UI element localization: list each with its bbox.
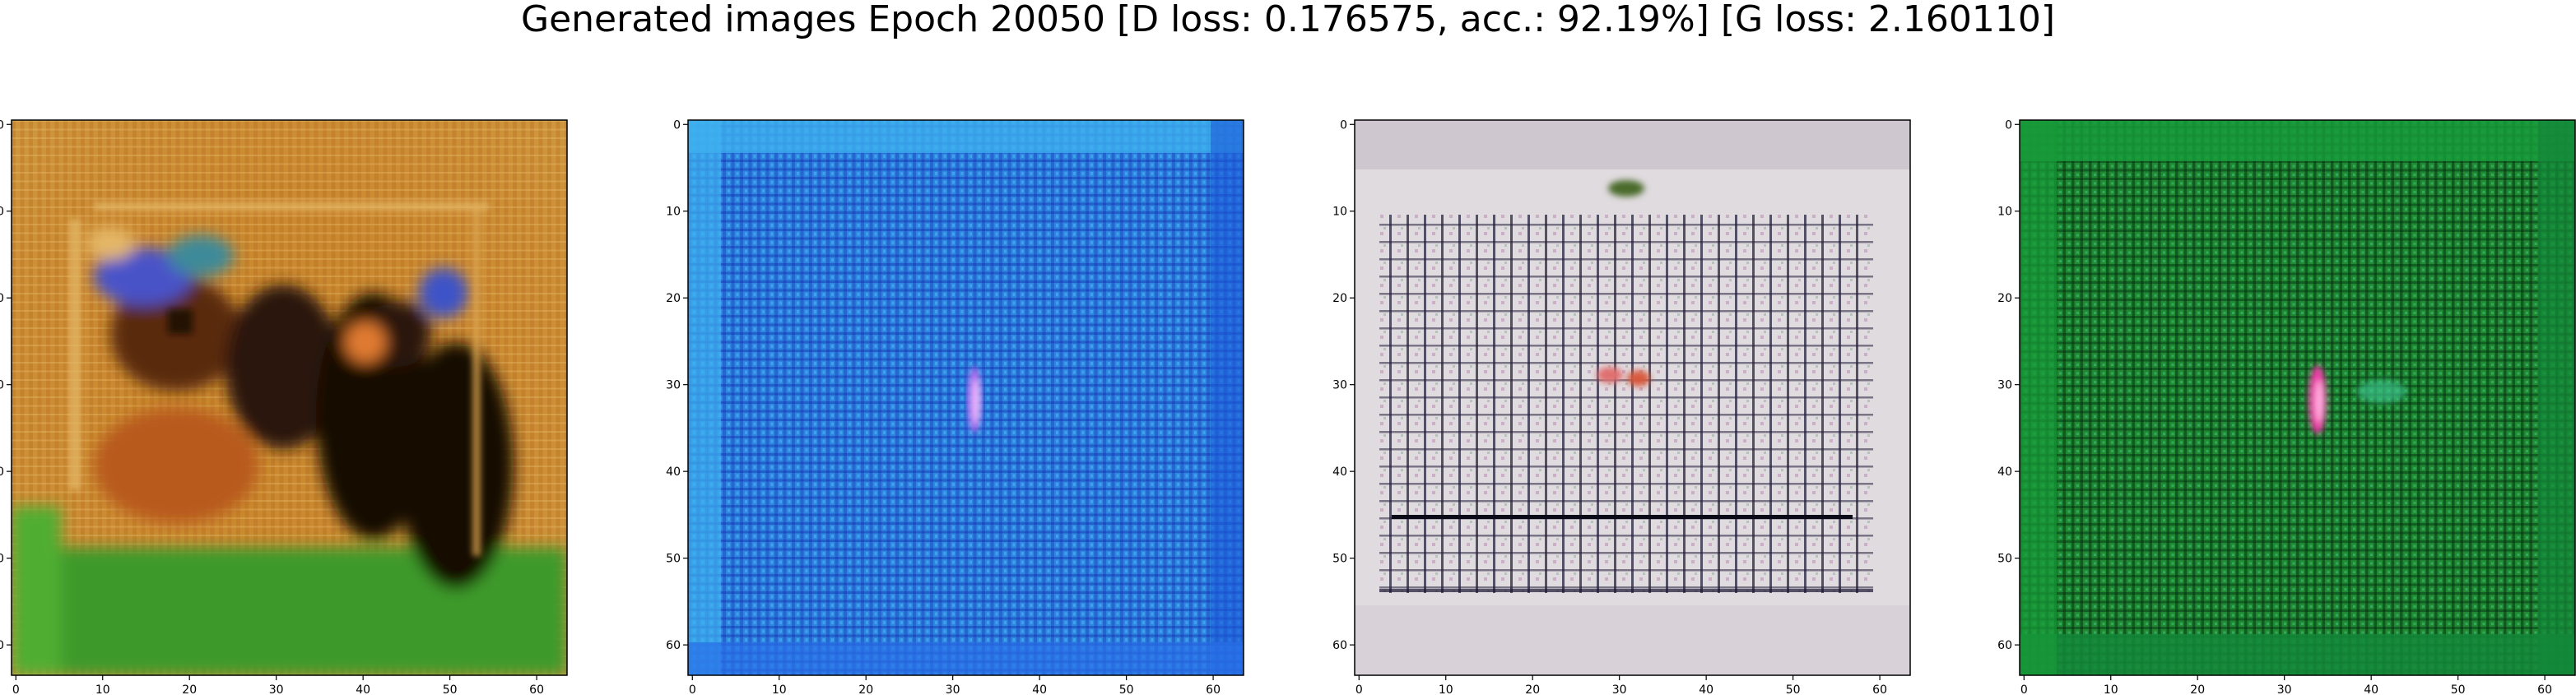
- panel-3-ytick-label: 60: [1332, 639, 1347, 652]
- panel-4-ytick-label: 10: [1997, 206, 2012, 219]
- panel-2-ytick-label: 60: [666, 639, 681, 652]
- panel-1-y-axis: 0 10 20 30 40 50 60: [0, 118, 12, 652]
- panel-1-xtick-label: 30: [269, 683, 284, 695]
- panel-2-ytick-label: 50: [666, 553, 681, 566]
- panel-1-ytick-label: 60: [0, 639, 4, 652]
- panel-3-ytick-label: 50: [1332, 553, 1347, 566]
- panel-4-xtick-label: 60: [2537, 683, 2552, 695]
- panel-3-xtick-label: 60: [1872, 683, 1887, 695]
- panel-4-xtick-label: 0: [2020, 683, 2028, 695]
- panel-3-xtick-label: 30: [1612, 683, 1627, 695]
- panel-4-y-axis: 0 10 20 30 40 50 60: [1997, 118, 2020, 652]
- panel-2-image: [688, 120, 1244, 675]
- panel-4-ytick-label: 50: [1997, 553, 2012, 566]
- panel-4-frame: [2019, 119, 2576, 676]
- panel-2-xtick-label: 50: [1119, 683, 1134, 695]
- panel-2-ytick-label: 40: [666, 466, 681, 479]
- panel-3-xtick-label: 50: [1786, 683, 1801, 695]
- panel-2-xtick-label: 60: [1206, 683, 1221, 695]
- panel-4-ytick-label: 20: [1997, 292, 2012, 305]
- panel-3-xtick-label: 40: [1699, 683, 1713, 695]
- panel-1-ytick-label: 20: [0, 292, 4, 305]
- panel-2-xtick-label: 30: [946, 683, 960, 695]
- panel-3-ytick-label: 10: [1332, 206, 1347, 219]
- panel-2-ytick-label: 0: [673, 118, 681, 132]
- panel-2-ytick-label: 30: [666, 379, 681, 392]
- panel-4-xtick-label: 40: [2364, 683, 2378, 695]
- panel-3: 0 10 20 30 40 50 60 0 10 20 30 40 50 60: [1332, 118, 1911, 695]
- panel-2-xtick-label: 10: [772, 683, 787, 695]
- panel-1-ytick-label: 30: [0, 379, 4, 392]
- panel-1-ytick-label: 40: [0, 466, 4, 479]
- panel-2-ytick-label: 20: [666, 292, 681, 305]
- panel-2: 0 10 20 30 40 50 60 0 10 20 30 40 50 60: [666, 118, 1244, 695]
- panel-1-ytick-label: 0: [0, 118, 4, 132]
- panel-1-xtick-label: 60: [529, 683, 544, 695]
- figure-title: Generated images Epoch 20050 [D loss: 0.…: [520, 0, 2056, 40]
- panel-4-x-axis: 0 10 20 30 40 50 60: [2020, 675, 2552, 695]
- panel-4-image: [2020, 120, 2575, 675]
- panel-2-x-axis: 0 10 20 30 40 50 60: [689, 675, 1221, 695]
- panel-3-xtick-label: 0: [1355, 683, 1363, 695]
- panel-4-ytick-label: 0: [2005, 118, 2012, 132]
- panel-1-xtick-label: 10: [95, 683, 110, 695]
- panel-4-xtick-label: 10: [2104, 683, 2118, 695]
- panel-4-ytick-label: 60: [1997, 639, 2012, 652]
- panel-1: 0 10 20 30 40 50 60 0 10 20 30 40 50 60: [0, 118, 568, 695]
- panel-4-xtick-label: 30: [2277, 683, 2292, 695]
- panel-2-ytick-label: 10: [666, 206, 681, 219]
- panel-1-frame: [11, 119, 568, 676]
- panel-4-xtick-label: 20: [2190, 683, 2205, 695]
- panel-2-xtick-label: 0: [689, 683, 696, 695]
- panel-1-x-axis: 0 10 20 30 40 50 60: [12, 675, 544, 695]
- panel-3-frame: [1354, 119, 1911, 676]
- panel-2-xtick-label: 20: [858, 683, 873, 695]
- panel-1-ytick-label: 10: [0, 206, 4, 219]
- panel-3-ytick-label: 20: [1332, 292, 1347, 305]
- panel-4: 0 10 20 30 40 50 60 0 10 20 30 40 50 60: [1997, 118, 2576, 695]
- panel-3-ytick-label: 0: [1340, 118, 1347, 132]
- panel-1-ytick-label: 50: [0, 553, 4, 566]
- panel-4-ytick-label: 40: [1997, 466, 2012, 479]
- panel-3-ytick-label: 30: [1332, 379, 1347, 392]
- panel-3-x-axis: 0 10 20 30 40 50 60: [1355, 675, 1887, 695]
- panel-1-image: [12, 120, 567, 675]
- panel-1-xtick-label: 20: [182, 683, 197, 695]
- panel-3-y-axis: 0 10 20 30 40 50 60: [1332, 118, 1355, 652]
- panel-1-xtick-label: 50: [443, 683, 458, 695]
- panel-4-ytick-label: 30: [1997, 379, 2012, 392]
- panel-1-xtick-label: 0: [12, 683, 20, 695]
- panel-3-xtick-label: 20: [1525, 683, 1540, 695]
- panel-2-xtick-label: 40: [1032, 683, 1047, 695]
- panel-3-image: [1355, 120, 1910, 675]
- panel-3-ytick-label: 40: [1332, 466, 1347, 479]
- panel-1-xtick-label: 40: [356, 683, 370, 695]
- panel-3-xtick-label: 10: [1439, 683, 1453, 695]
- panel-2-y-axis: 0 10 20 30 40 50 60: [666, 118, 688, 652]
- panel-4-xtick-label: 50: [2451, 683, 2466, 695]
- panel-2-frame: [687, 119, 1244, 676]
